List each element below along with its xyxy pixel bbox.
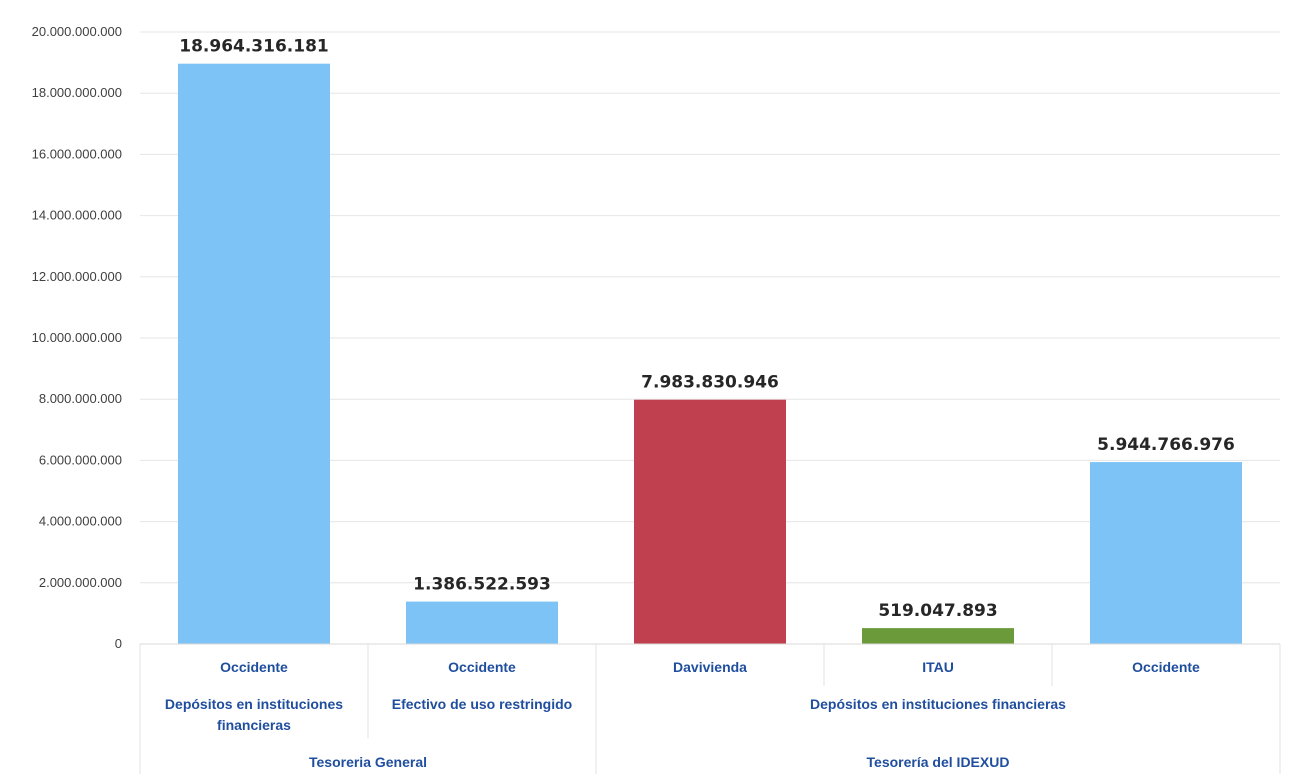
y-tick-label: 2.000.000.000 [39, 575, 122, 590]
data-label: 7.983.830.946 [641, 373, 779, 393]
y-tick-label: 4.000.000.000 [39, 514, 122, 529]
bar [406, 601, 558, 644]
data-label: 1.386.522.593 [413, 575, 551, 595]
data-labels: 18.964.316.181 1.386.522.593 7.983.830.946… [179, 37, 1235, 621]
x-tick-label: Occidente [448, 659, 516, 675]
y-tick-label: 12.000.000.000 [32, 269, 122, 284]
y-tick-label: 6.000.000.000 [39, 452, 122, 467]
group-label: Tesoreria General [309, 754, 427, 770]
x-tick-label: Davivienda [673, 659, 747, 675]
x-tick-label: Occidente [1132, 659, 1200, 675]
data-label: 519.047.893 [878, 601, 997, 621]
y-tick-label: 10.000.000.000 [32, 330, 122, 345]
bar [634, 399, 786, 644]
y-tick-label: 8.000.000.000 [39, 391, 122, 406]
data-label: 18.964.316.181 [179, 37, 329, 57]
y-tick-label: 18.000.000.000 [32, 85, 122, 100]
y-tick-label: 20.000.000.000 [32, 24, 122, 39]
bar [178, 63, 330, 645]
y-tick-label: 16.000.000.000 [32, 146, 122, 161]
x-tick-label: ITAU [922, 659, 954, 675]
y-axis: 0 2.000.000.000 4.000.000.000 6.000.000.000… [32, 24, 122, 651]
group-label: Depósitos en instituciones financieras [810, 696, 1066, 712]
x-tick-label: Occidente [220, 659, 288, 675]
group-label: financieras [217, 717, 291, 733]
bar [862, 628, 1014, 644]
group-label: Depósitos en instituciones [165, 696, 343, 712]
bars [178, 63, 1242, 645]
y-tick-label: 0 [115, 636, 122, 651]
y-tick-label: 14.000.000.000 [32, 208, 122, 223]
group-label: Tesorería del IDEXUD [867, 754, 1010, 770]
data-label: 5.944.766.976 [1097, 435, 1235, 455]
group-label: Efectivo de uso restringido [392, 696, 572, 712]
bar [1090, 462, 1242, 644]
x-axis: Occidente Occidente Davivienda ITAU Occident… [139, 643, 1281, 774]
